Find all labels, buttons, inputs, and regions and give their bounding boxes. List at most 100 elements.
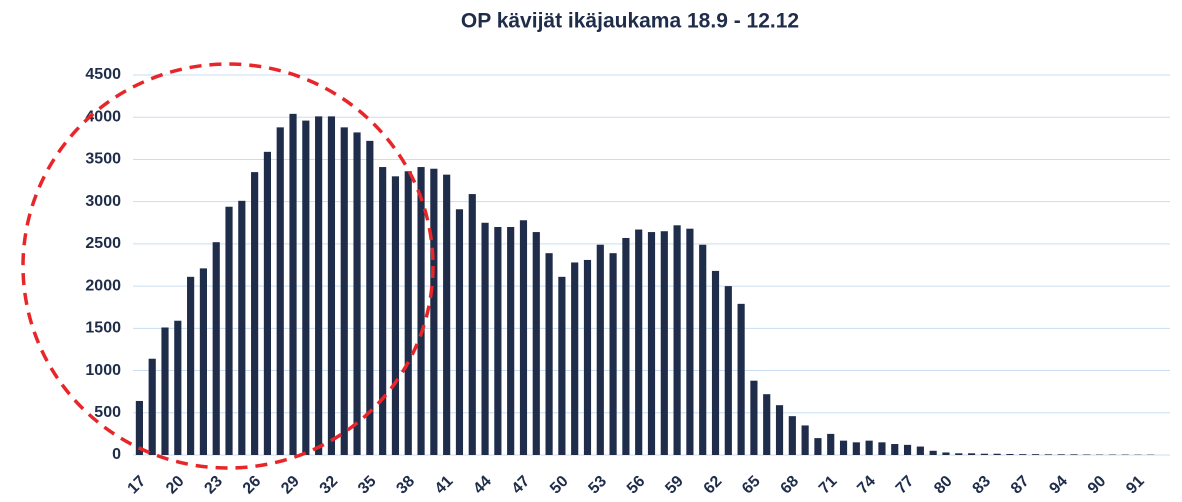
bar	[737, 303, 745, 455]
y-tick-label: 4000	[85, 108, 121, 125]
bar	[430, 168, 438, 455]
x-tick-label: 71	[816, 473, 841, 498]
bar	[455, 209, 464, 455]
bar	[289, 113, 297, 455]
x-tick-label: 50	[547, 473, 572, 498]
bar	[532, 232, 540, 455]
bar	[481, 222, 489, 455]
x-tick-label: 38	[393, 473, 418, 498]
x-tick-label: 44	[470, 473, 495, 498]
x-tick-label: 17	[125, 473, 150, 498]
x-tick-label: 80	[931, 473, 956, 498]
bar	[686, 228, 694, 455]
bar	[1083, 454, 1091, 455]
bar	[724, 286, 732, 455]
bar	[315, 116, 323, 455]
bar	[276, 127, 284, 455]
bar	[519, 220, 528, 455]
x-tick-label: 29	[278, 473, 303, 498]
bar	[327, 116, 336, 455]
bar	[596, 244, 604, 455]
bar	[775, 405, 784, 455]
bar	[980, 453, 988, 455]
bar	[673, 225, 681, 455]
bar	[1044, 454, 1052, 455]
bar	[699, 244, 707, 455]
bar	[212, 242, 220, 455]
bar	[238, 200, 246, 455]
bar	[302, 120, 310, 455]
bar	[353, 132, 361, 455]
x-tick-label: 20	[163, 473, 188, 498]
bar	[750, 380, 758, 455]
bar	[929, 450, 937, 455]
y-tick-label: 2500	[85, 235, 121, 252]
plot-area: 0 500 1000 1500 2000 2500 3000 3500 4000 4500 17 20…	[85, 66, 1170, 497]
x-tick-label: 90	[1085, 473, 1110, 498]
bar	[225, 206, 233, 455]
bar	[865, 440, 873, 455]
x-tick-label: 53	[585, 473, 610, 498]
x-tick-label: 56	[624, 473, 649, 498]
bar	[942, 452, 950, 455]
x-tick-label: 65	[739, 473, 764, 498]
bar	[558, 276, 566, 455]
bar	[571, 262, 579, 455]
bar	[635, 229, 643, 455]
y-tick-label: 500	[94, 404, 121, 421]
bar	[263, 151, 272, 455]
bar	[993, 453, 1001, 455]
y-tick-label: 2000	[85, 277, 121, 294]
x-tick-label: 26	[240, 473, 265, 498]
bar	[340, 127, 348, 455]
x-tick-label: 87	[1008, 473, 1033, 498]
bar	[1031, 454, 1040, 455]
x-tick-label: 62	[701, 473, 726, 498]
x-tick-label: 47	[509, 473, 534, 498]
bar	[507, 227, 515, 455]
bar	[609, 253, 617, 455]
bar	[788, 416, 796, 455]
x-tick-label: 23	[201, 473, 226, 498]
bar	[660, 231, 668, 455]
x-tick-label: 83	[970, 473, 995, 498]
bar	[545, 253, 553, 455]
x-tick-label: 68	[778, 473, 803, 498]
bar	[443, 174, 451, 455]
bar	[878, 442, 886, 455]
x-tick-label: 35	[355, 473, 380, 498]
x-tick-label: 41	[432, 473, 457, 498]
y-tick-label: 0	[112, 446, 121, 463]
bar	[391, 176, 400, 456]
bar	[827, 433, 835, 455]
bar	[647, 232, 656, 455]
x-tick-label: 32	[317, 473, 342, 498]
bar	[494, 227, 502, 455]
bar	[199, 268, 207, 455]
bar	[135, 400, 143, 455]
bar	[148, 358, 156, 455]
y-tick-label: 3500	[85, 151, 121, 168]
bar	[379, 167, 387, 456]
bar	[916, 446, 924, 455]
bar	[1057, 454, 1065, 455]
bar	[174, 320, 182, 455]
bar	[967, 453, 976, 455]
y-tick-label: 3000	[85, 193, 121, 210]
bar	[763, 394, 771, 455]
y-tick-label: 1500	[85, 320, 121, 337]
bar	[1006, 453, 1014, 455]
x-tick-label: 77	[893, 473, 918, 498]
bar	[1070, 454, 1078, 455]
bar	[839, 440, 848, 455]
x-tick-label: 59	[662, 473, 687, 498]
highlight-circle	[21, 62, 435, 470]
chart-title: OP kävijät ikäjaukama 18.9 - 12.12	[461, 10, 799, 33]
bar	[161, 327, 169, 455]
bar	[801, 425, 809, 455]
x-tick-label: 94	[1046, 473, 1071, 498]
y-tick-label: 1000	[85, 362, 121, 379]
bar	[417, 167, 425, 456]
bar	[955, 453, 963, 455]
